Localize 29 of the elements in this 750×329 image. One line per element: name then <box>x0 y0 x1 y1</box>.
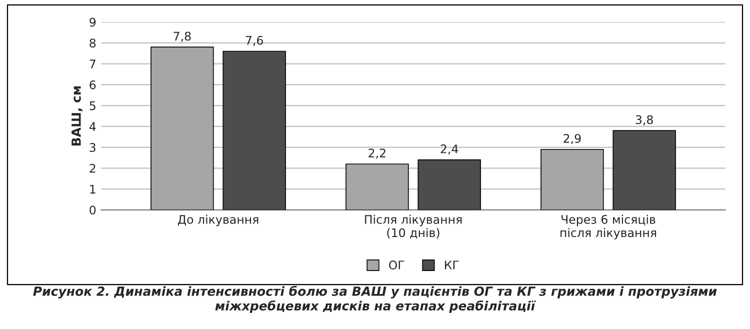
legend-label: ОГ <box>389 260 404 270</box>
y-axis-title: ВАШ, см <box>72 86 82 146</box>
bar <box>222 50 286 210</box>
data-label: 7,8 <box>174 32 191 42</box>
text: Рисунок 2. Динаміка інтенсивності болю за ВАШ у пацієнтів ОГ та КГ з грижами і протрузіями міжхребцевих дисків на етапах реабілітації <box>33 286 717 313</box>
y-tick-label: 4 <box>89 122 96 131</box>
y-tick-label: 5 <box>90 101 96 110</box>
y-tick-label: 3 <box>90 143 96 152</box>
x-tick-label: Через 6 місяців після лікування <box>560 214 656 240</box>
y-tick-label: 0 <box>90 206 96 215</box>
y-tick-label: 2 <box>90 164 96 173</box>
y-tick-label: 7 <box>90 60 96 68</box>
bar <box>150 46 214 210</box>
data-label: 3,8 <box>636 115 653 126</box>
bar <box>418 159 481 210</box>
bar <box>612 130 676 210</box>
bar <box>540 148 604 210</box>
y-tick-label: 8 <box>90 38 96 48</box>
data-label: 2,9 <box>564 134 581 144</box>
data-label: 7,6 <box>246 36 263 46</box>
x-tick-label: До лікування <box>178 214 258 226</box>
data-label: 2,4 <box>440 144 458 155</box>
y-tick-label: 6 <box>90 80 96 90</box>
y-tick-label: 1 <box>90 184 96 194</box>
legend-label: КГ <box>444 260 459 270</box>
x-tick-label: Після лікування (10 днів) <box>365 214 462 239</box>
y-tick-label: 9 <box>90 18 96 27</box>
bar <box>346 164 409 210</box>
data-label: 2,2 <box>368 148 386 159</box>
